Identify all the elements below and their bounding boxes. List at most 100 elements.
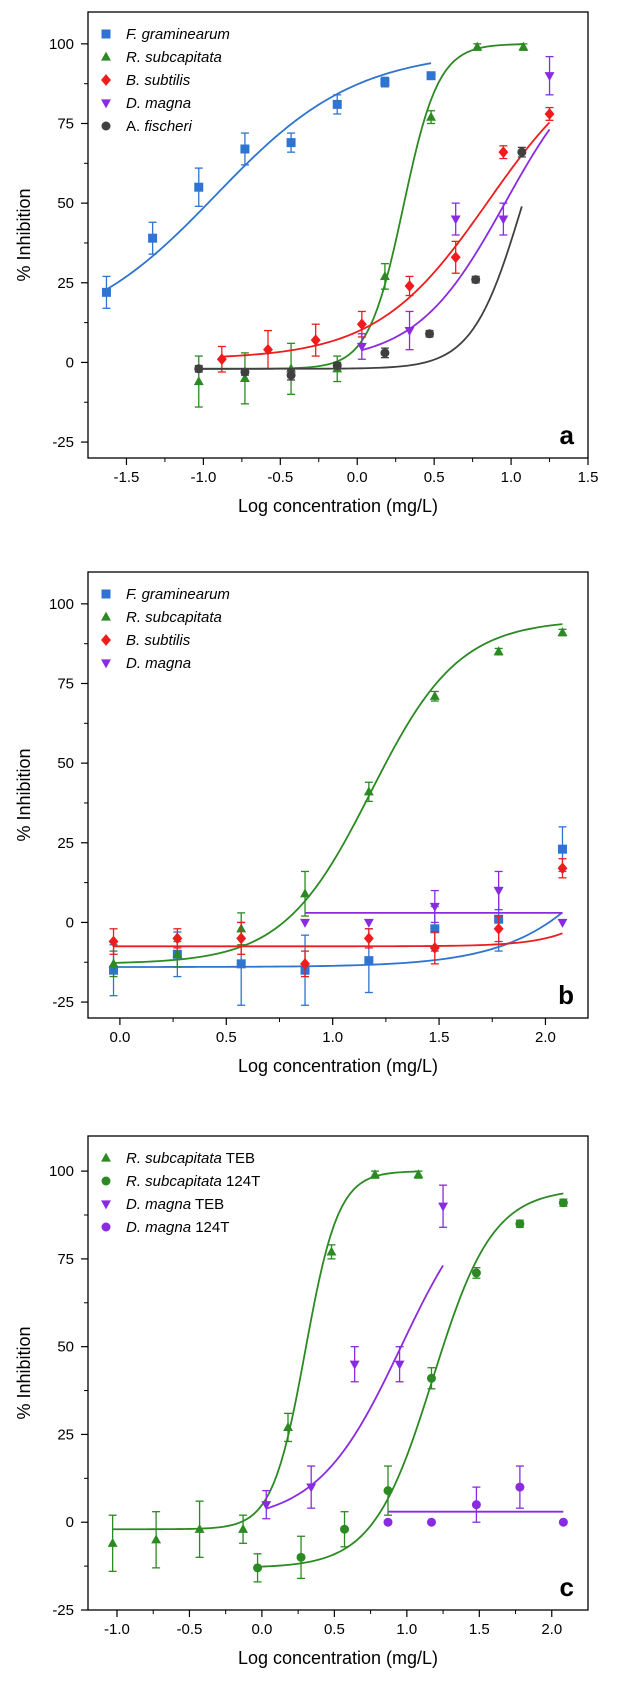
y-tick-label: -25 [52,1602,74,1619]
panel-label: b [558,980,574,1010]
data-point [383,1486,393,1496]
legend-entry: R. subcapitata 124T [126,1173,260,1190]
data-point [108,935,119,948]
data-point [283,1422,293,1432]
data-point [558,1517,568,1527]
legend-entry: R. subcapitata [126,49,222,66]
data-point [340,1524,350,1534]
data-point [332,99,342,109]
y-tick-label: 100 [49,36,74,53]
data-point [426,1373,436,1383]
legend-entry-suffix: TEB [191,1196,224,1213]
x-tick-label: -1.0 [190,469,216,486]
legend-entry: A. fischeri [126,118,193,135]
data-point [493,646,504,656]
plot-frame [87,1135,589,1611]
y-tick-label: 75 [57,676,74,693]
fit-curve [113,623,563,964]
series-3 [383,1465,568,1527]
y-tick-label: 100 [49,596,74,613]
legend-entry: D. magna 124T [126,1219,229,1236]
fit-curve [221,121,551,358]
data-point [349,1360,360,1370]
data-point [172,932,183,945]
data-point [263,343,273,356]
data-point [413,1169,424,1179]
data-point [236,932,247,945]
legend-entry-suffix: 124T [191,1219,229,1236]
legend-marker [101,74,111,86]
data-point [380,348,390,358]
data-point [426,111,437,121]
legend-entry: F. graminearum [126,586,230,603]
y-tick-label: 75 [57,1251,74,1268]
data-point [394,1360,405,1370]
data-point [430,924,440,934]
data-point [515,1219,525,1229]
legend-entry-species: fischeri [144,118,192,135]
data-point [363,918,374,928]
fit-curve [361,128,551,351]
fit-curve [198,206,523,370]
legend-marker [101,659,111,669]
series-2 [261,1184,449,1520]
data-point [363,786,374,796]
y-tick-label: 50 [57,195,74,212]
data-point [286,370,296,380]
data-point [148,233,158,243]
fit-curve [265,1264,444,1510]
data-point [558,1198,568,1208]
data-point [429,690,440,700]
series-3 [356,55,555,360]
data-point [471,275,481,285]
data-point [332,361,342,371]
data-point [306,1483,317,1493]
data-point [426,1517,436,1527]
fit-curve [105,62,432,291]
legend-marker [101,99,111,109]
data-point [383,1517,393,1527]
legend-marker [101,634,111,646]
chart-panel-c: -1.0 -0.5 0.0 0.5 1.0 1.5 2.0 -25 0 25 50 75 100 Log … [0,1120,630,1682]
data-point [450,215,461,225]
y-tick-label: 0 [66,354,74,371]
data-point [261,1501,272,1511]
y-tick-label: -25 [52,994,74,1011]
series-4 [194,146,527,381]
legend-entry-suffix: 124T [222,1173,260,1190]
data-point [239,372,250,382]
fit-curve [113,911,564,968]
y-axis-label: % Inhibition [14,188,34,281]
plot-frame [87,571,589,1019]
legend-entry: D. magna [126,95,191,112]
x-tick-label: 0.5 [324,1621,345,1638]
series-1 [108,623,568,978]
y-tick-label: -25 [52,434,74,451]
chart-b-svg: 0.0 0.5 1.0 1.5 2.0 -25 0 25 50 75 100 Log concentr… [14,571,589,1076]
series-2 [216,106,555,373]
data-point [238,1523,249,1533]
legend-entry-species: R. subcapitata [126,1150,222,1167]
legend-entry-genus: A. [126,118,144,135]
data-point [493,922,504,935]
data-point [300,957,310,970]
data-point [557,627,568,637]
legend-marker [101,1152,111,1162]
data-point [193,376,204,386]
legend-marker [101,29,111,39]
data-point [517,147,527,157]
x-tick-label: 0.0 [347,469,368,486]
data-point [498,215,509,225]
data-point [296,1552,306,1562]
x-tick-label: 0.5 [216,1029,237,1046]
data-point [426,71,436,81]
data-point [438,1202,449,1212]
y-axis-label: % Inhibition [14,1326,34,1419]
x-tick-label: 1.5 [429,1029,450,1046]
data-point [172,948,183,958]
data-point [450,251,461,264]
data-point [363,932,374,945]
data-point [472,41,483,51]
chart-a-svg: -1.5 -1.0 -0.5 0.0 0.5 1.0 1.5 -25 0 25 50 75 100 Log… [14,11,598,516]
y-tick-label: 0 [66,1514,74,1531]
